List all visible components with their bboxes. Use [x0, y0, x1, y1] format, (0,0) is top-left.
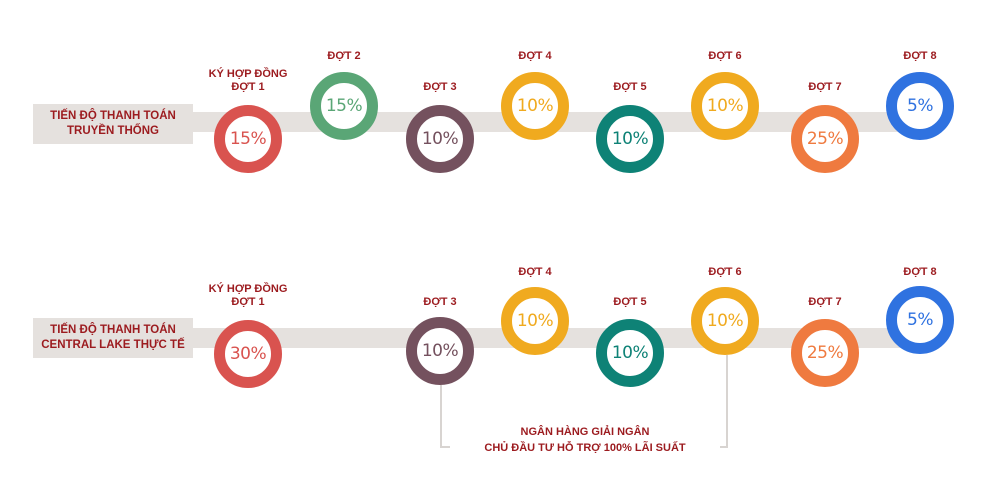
stage-percent: 10% [706, 96, 744, 116]
stage-circle: 5% [886, 286, 954, 354]
stage-circle: 10% [691, 287, 759, 355]
stage-circle: 30% [214, 320, 282, 388]
stage-percent: 10% [516, 311, 554, 331]
stage-percent: 5% [907, 96, 933, 116]
stage-label: ĐỢT 2 [327, 50, 361, 62]
stage-circle: 25% [791, 105, 859, 173]
stage-circle: 10% [501, 287, 569, 355]
stage-label: ĐỢT 7 [808, 296, 842, 308]
row-label-traditional: TIẾN ĐỘ THANH TOÁN TRUYỀN THỐNG [33, 104, 193, 144]
row-label-line1: TIẾN ĐỘ THANH TOÁN [50, 110, 176, 122]
stage-label: ĐỢT 6 [708, 266, 742, 278]
stage-label: ĐỢT 4 [518, 50, 552, 62]
stage-circle: 5% [886, 72, 954, 140]
stage-circle: 10% [406, 105, 474, 173]
stage-label: ĐỢT 4 [518, 266, 552, 278]
bank-note-line2: CHỦ ĐẦU TƯ HỖ TRỢ 100% LÃI SUẤT [484, 442, 686, 454]
stage-circle: 10% [596, 319, 664, 387]
stage-percent: 25% [806, 343, 844, 363]
row-label-central-lake: TIẾN ĐỘ THANH TOÁN CENTRAL LAKE THỰC TẾ [33, 318, 193, 358]
stage-percent: 15% [325, 96, 363, 116]
stage-percent: 10% [516, 96, 554, 116]
stage-circle: 15% [310, 72, 378, 140]
stage-label: ĐỢT 3 [423, 81, 457, 93]
stage-percent: 5% [907, 310, 933, 330]
stage-percent: 15% [229, 129, 267, 149]
stage-label: KÝ HỢP ĐỒNG ĐỢT 1 [208, 68, 288, 93]
stage-label: ĐỢT 8 [903, 50, 937, 62]
row-label-line2: TRUYỀN THỐNG [67, 125, 159, 137]
stage-percent: 10% [611, 129, 649, 149]
stage-label: ĐỢT 8 [903, 266, 937, 278]
stage-percent: 10% [611, 343, 649, 363]
bank-note-line1: NGÂN HÀNG GIẢI NGÂN [520, 426, 650, 438]
stage-circle: 10% [406, 317, 474, 385]
stage-circle: 10% [691, 72, 759, 140]
bank-note: NGÂN HÀNG GIẢI NGÂN CHỦ ĐẦU TƯ HỖ TRỢ 10… [450, 424, 720, 456]
stage-label: ĐỢT 5 [613, 296, 647, 308]
stage-label: ĐỢT 3 [423, 296, 457, 308]
stage-percent: 10% [421, 129, 459, 149]
row-label-line1: TIẾN ĐỘ THANH TOÁN [50, 324, 176, 336]
stage-label: KÝ HỢP ĐỒNG ĐỢT 1 [208, 283, 288, 308]
stage-label: ĐỢT 5 [613, 81, 647, 93]
stage-percent: 10% [421, 341, 459, 361]
stage-circle: 15% [214, 105, 282, 173]
stage-percent: 10% [706, 311, 744, 331]
stage-circle: 10% [596, 105, 664, 173]
stage-circle: 10% [501, 72, 569, 140]
stage-circle: 25% [791, 319, 859, 387]
stage-percent: 30% [229, 344, 267, 364]
stage-label: ĐỢT 6 [708, 50, 742, 62]
row-label-line2: CENTRAL LAKE THỰC TẾ [41, 339, 185, 351]
stage-percent: 25% [806, 129, 844, 149]
stage-label: ĐỢT 7 [808, 81, 842, 93]
